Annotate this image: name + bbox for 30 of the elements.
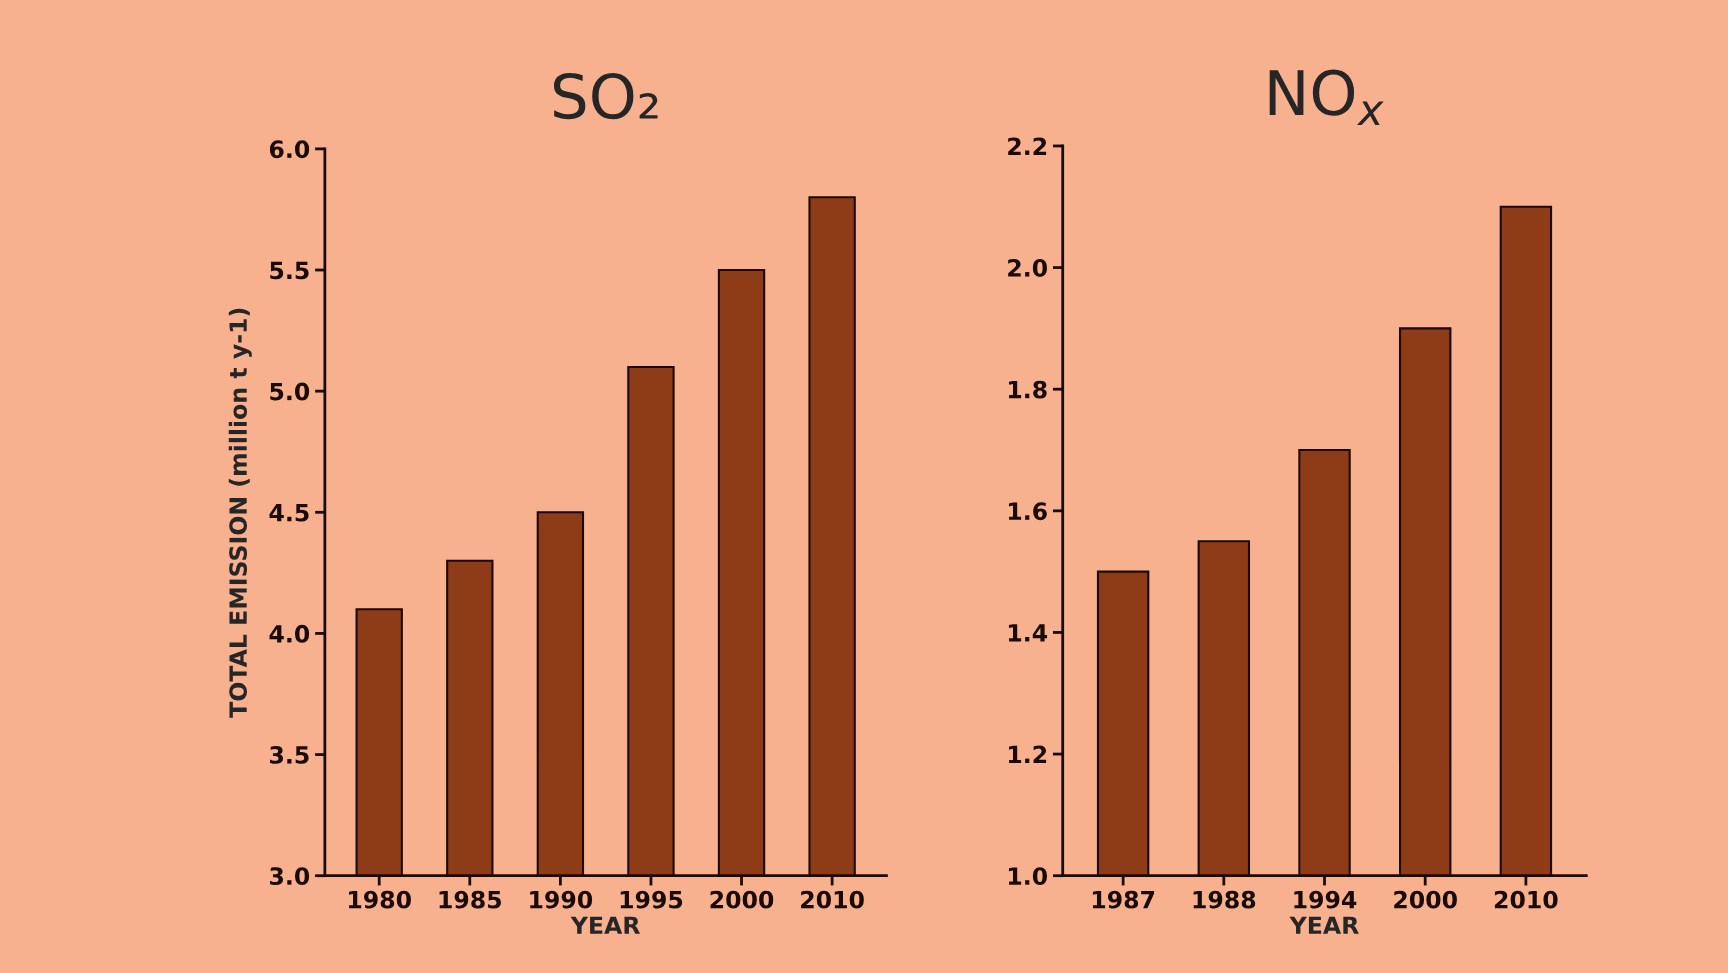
x-tick-label: 1980 xyxy=(349,890,411,909)
y-tick-label: 1.0 xyxy=(1008,867,1048,886)
x-axis-title: YEAR xyxy=(570,916,641,934)
y-tick-label: 4.5 xyxy=(269,504,309,522)
x-tick-label: 1995 xyxy=(620,890,683,909)
y-tick-label: 6.0 xyxy=(269,140,310,159)
y-tick-label: 1.4 xyxy=(1008,624,1048,642)
y-tick-label: 2.0 xyxy=(1008,259,1048,277)
y-tick-label: 1.2 xyxy=(1008,745,1047,764)
x-tick-label: 1994 xyxy=(1294,890,1357,909)
y-tick-label: 3.0 xyxy=(270,867,310,886)
y-tick-label: 1.6 xyxy=(1008,502,1047,521)
chart-title: SO₂ xyxy=(553,72,658,120)
y-tick-label: 3.5 xyxy=(270,746,309,764)
x-tick-label: 2010 xyxy=(801,890,864,909)
x-tick-label: 1988 xyxy=(1193,890,1256,909)
x-tick-label: 2000 xyxy=(1394,890,1457,909)
y-tick-label: 1.8 xyxy=(1008,380,1047,399)
y-tick-label: 5.5 xyxy=(270,261,309,280)
y-tick-label: 4.0 xyxy=(269,624,310,643)
x-tick-label: 1987 xyxy=(1092,890,1155,909)
y-tick-label: 2.2 xyxy=(1008,137,1047,155)
x-axis-title: YEAR xyxy=(1289,916,1359,934)
chart-title: NO$_{x}$ xyxy=(1269,69,1384,125)
x-tick-label: 1985 xyxy=(439,890,501,909)
x-tick-label: 2010 xyxy=(1494,890,1558,909)
x-tick-label: 2000 xyxy=(710,890,774,909)
y-tick-label: 5.0 xyxy=(270,382,310,401)
x-tick-label: 1990 xyxy=(530,890,593,909)
y-axis-title: TOTAL EMISSION (million t y-1) xyxy=(228,308,252,718)
